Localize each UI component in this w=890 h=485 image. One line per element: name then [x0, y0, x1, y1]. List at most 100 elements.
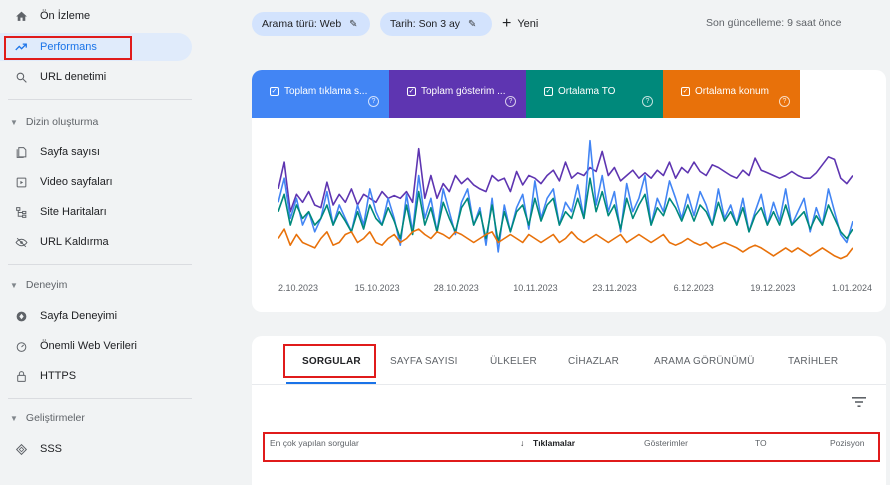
tab-dates[interactable]: TARİHLER: [788, 356, 839, 367]
pencil-icon: ✎: [349, 18, 358, 30]
column-header-query[interactable]: En çok yapılan sorgular: [270, 438, 359, 448]
x-tick-label: 19.12.2023: [750, 283, 796, 293]
x-axis-labels: 2.10.2023 15.10.2023 28.10.2023 10.11.2023 2…: [252, 283, 886, 297]
sidebar-item-label: Video sayfaları: [40, 176, 113, 188]
sidebar-item-sitemaps[interactable]: Site Haritaları: [0, 198, 192, 226]
sidebar-divider: [8, 264, 192, 265]
search-icon: [12, 68, 30, 86]
tab-pages[interactable]: SAYFA SAYISI: [390, 356, 458, 367]
highlight-box-performance: [4, 36, 132, 60]
series-line-3[interactable]: [278, 228, 853, 260]
metric-tile-impressions[interactable]: ✓ Toplam gösterim ... ?: [389, 70, 526, 118]
sidebar: Ön İzleme Performans URL denetimi ▼ Dizi…: [0, 0, 200, 485]
sidebar-item-url-inspection[interactable]: URL denetimi: [0, 63, 192, 91]
checkbox-icon: ✓: [407, 87, 416, 96]
sidebar-item-label: Performans: [40, 41, 97, 53]
sidebar-item-faq[interactable]: SSS: [0, 435, 192, 463]
line-chart[interactable]: [278, 132, 853, 276]
checkbox-icon: ✓: [544, 87, 553, 96]
column-header-clicks[interactable]: Tıklamalar: [533, 438, 576, 448]
metric-label: Ortalama TO: [558, 86, 616, 97]
date-label: Tarih: Son 3 ay: [390, 18, 461, 30]
x-tick-label: 2.10.2023: [277, 283, 319, 293]
sidebar-item-removals[interactable]: URL Kaldırma: [0, 228, 192, 256]
x-tick-label: 23.11.2023: [592, 283, 637, 293]
sidebar-item-pages[interactable]: Sayfa sayısı: [0, 138, 192, 166]
active-tab-indicator: [286, 382, 376, 384]
checkbox-icon: ✓: [270, 87, 279, 96]
sidebar-divider: [8, 99, 192, 100]
sidebar-item-label: Sayfa sayısı: [40, 146, 100, 158]
column-header-impressions[interactable]: Gösterimler: [644, 438, 688, 448]
x-tick-label: 15.10.2023: [354, 283, 400, 293]
faq-diamond-icon: [12, 440, 30, 458]
checkbox-icon: ✓: [681, 87, 690, 96]
sidebar-item-page-experience[interactable]: Sayfa Deneyimi: [0, 302, 192, 330]
tab-search-appearance[interactable]: ARAMA GÖRÜNÜMÜ: [654, 356, 755, 367]
speedometer-icon: [12, 337, 30, 355]
tab-queries[interactable]: SORGULAR: [302, 356, 361, 367]
performance-chart-card: ✓ Toplam tıklama s... ? ✓ Toplam gösteri…: [252, 70, 886, 312]
pages-icon: [12, 143, 30, 161]
x-tick-label: 10.11.2023: [513, 283, 558, 293]
series-line-1[interactable]: [278, 139, 853, 253]
section-header-experience[interactable]: ▼ Deneyim: [0, 275, 192, 295]
search-type-chip[interactable]: Arama türü: Web ✎: [252, 12, 370, 36]
help-icon[interactable]: ?: [505, 96, 516, 107]
home-icon: [12, 7, 30, 25]
highlight-box-table-header: [263, 432, 880, 462]
tabs-divider: [252, 384, 886, 385]
sidebar-divider: [8, 398, 192, 399]
lock-icon: [12, 367, 30, 385]
new-filter-label: Yeni: [517, 18, 539, 30]
help-icon[interactable]: ?: [368, 96, 379, 107]
section-header-label: Geliştirmeler: [25, 412, 85, 424]
plus-icon: +: [502, 15, 512, 32]
sidebar-item-label: SSS: [40, 443, 63, 455]
date-chip[interactable]: Tarih: Son 3 ay ✎: [380, 12, 492, 36]
caret-down-icon: ▼: [10, 280, 18, 290]
x-tick-label: 28.10.2023: [433, 283, 479, 293]
tab-devices[interactable]: CİHAZLAR: [568, 356, 620, 367]
sidebar-item-label: URL Kaldırma: [40, 236, 109, 248]
section-header-indexing[interactable]: ▼ Dizin oluşturma: [0, 112, 192, 132]
sidebar-item-label: Ön İzleme: [40, 10, 91, 22]
tab-countries[interactable]: ÜLKELER: [490, 356, 537, 367]
metric-label: Toplam tıklama s...: [284, 86, 368, 97]
caret-down-icon: ▼: [10, 117, 18, 127]
sort-down-icon: ↓: [520, 438, 525, 448]
metric-label: Toplam gösterim ...: [421, 86, 506, 97]
filter-icon[interactable]: [852, 396, 866, 408]
highlight-box-queries-tab: [283, 344, 376, 378]
eye-off-icon: [12, 233, 30, 251]
section-header-label: Deneyim: [25, 279, 68, 291]
sidebar-item-https[interactable]: HTTPS: [0, 362, 192, 390]
column-header-position[interactable]: Pozisyon: [830, 438, 865, 448]
column-header-ctr[interactable]: TO: [755, 438, 767, 448]
help-icon[interactable]: ?: [779, 96, 790, 107]
sidebar-item-label: Sayfa Deneyimi: [40, 310, 118, 322]
help-icon[interactable]: ?: [642, 96, 653, 107]
series-line-2[interactable]: [278, 177, 853, 244]
search-type-label: Arama türü: Web: [262, 18, 342, 30]
sidebar-item-core-web-vitals[interactable]: Önemli Web Verileri: [0, 332, 192, 360]
new-filter-button[interactable]: + Yeni: [502, 12, 538, 36]
pencil-icon: ✎: [468, 18, 477, 30]
page-experience-icon: [12, 307, 30, 325]
sidebar-item-video-pages[interactable]: Video sayfaları: [0, 168, 192, 196]
video-icon: [12, 173, 30, 191]
metric-tile-position[interactable]: ✓ Ortalama konum ?: [663, 70, 800, 118]
section-header-enhancements[interactable]: ▼ Geliştirmeler: [0, 408, 192, 428]
sidebar-item-overview[interactable]: Ön İzleme: [0, 2, 192, 30]
last-update-text: Son güncelleme: 9 saat önce: [706, 17, 842, 29]
caret-down-icon: ▼: [10, 413, 18, 423]
sidebar-item-label: Önemli Web Verileri: [40, 340, 137, 352]
sidebar-item-label: HTTPS: [40, 370, 77, 382]
metric-label: Ortalama konum: [695, 86, 769, 97]
series-line-0[interactable]: [278, 147, 853, 213]
metric-tile-clicks[interactable]: ✓ Toplam tıklama s... ?: [252, 70, 389, 118]
sidebar-item-label: Site Haritaları: [40, 206, 107, 218]
x-tick-label: 6.12.2023: [673, 283, 714, 293]
metric-tile-ctr[interactable]: ✓ Ortalama TO ?: [526, 70, 663, 118]
sitemap-icon: [12, 203, 30, 221]
